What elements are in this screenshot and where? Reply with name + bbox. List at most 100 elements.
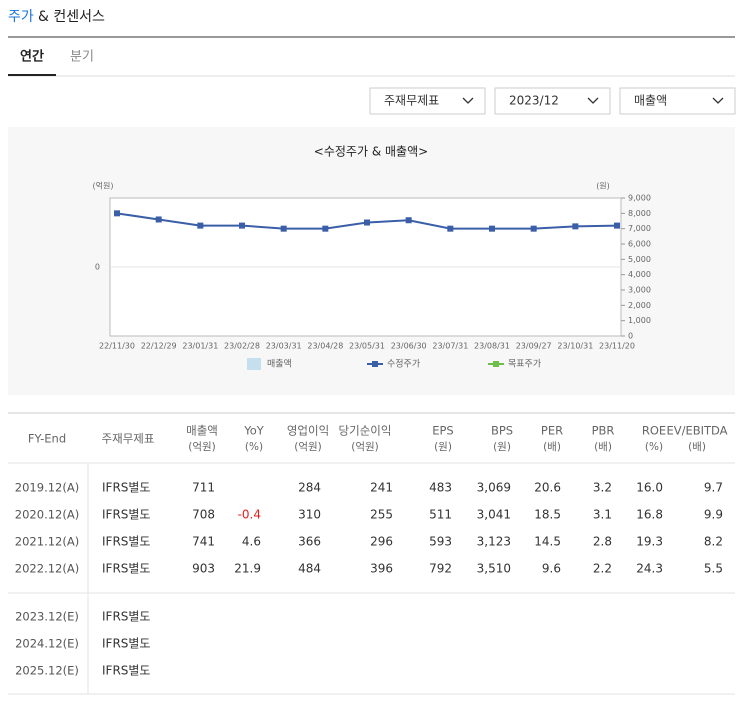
cell: 708: [192, 508, 215, 522]
cell: 19.3: [636, 535, 663, 549]
cell: 792: [429, 562, 452, 576]
cell: 16.0: [636, 481, 663, 495]
column-header: 주재무제표: [102, 432, 155, 446]
cell: 4.6: [242, 535, 261, 549]
tab[interactable]: 분기: [70, 50, 94, 65]
cell: 9.6: [542, 562, 561, 576]
cell: 18.5: [534, 508, 561, 522]
cell: 24.3: [636, 562, 663, 576]
tab[interactable]: 연간: [20, 49, 44, 65]
y2-tick-label: 6,000: [628, 240, 651, 249]
column-header: ROE: [642, 424, 666, 438]
legend-label: 수정주가: [387, 359, 420, 370]
dropdown-label: 매출액: [634, 94, 667, 108]
y-axis-label: (억원): [93, 181, 114, 191]
column-header: (원): [434, 441, 452, 453]
cell: 284: [298, 481, 321, 495]
dropdown-label: 2023/12: [509, 94, 559, 108]
row-label: 2024.12(E): [15, 637, 79, 651]
row-label: 2025.12(E): [15, 664, 79, 678]
dropdown-arrow: [587, 97, 599, 104]
cell: 9.7: [704, 481, 723, 495]
cell: 711: [192, 481, 215, 495]
header-accent: 주가: [8, 9, 34, 25]
cell: 396: [370, 562, 393, 576]
column-header: BPS: [491, 424, 513, 438]
point: [322, 225, 329, 232]
legend-swatch: [372, 361, 378, 367]
column-header: (배): [594, 441, 612, 453]
cell: 3.2: [593, 481, 612, 495]
row-label: IFRS별도: [102, 481, 150, 495]
row-label: IFRS별도: [102, 562, 150, 576]
y2-tick-label: 5,000: [628, 255, 651, 264]
legend-swatch: [247, 358, 261, 370]
x-tick-label: 23/10/31: [557, 342, 593, 351]
cell: 366: [298, 535, 321, 549]
x-tick-label: 23/05/31: [349, 342, 385, 351]
y2-tick-label: 7,000: [628, 224, 651, 233]
column-header: 매출액: [186, 424, 218, 438]
x-tick-label: 22/11/30: [99, 342, 135, 351]
cell: 21.9: [234, 562, 261, 576]
column-header: (배): [688, 441, 706, 453]
legend-label: 매출액: [267, 358, 292, 370]
cell: 484: [298, 562, 321, 576]
point: [239, 222, 245, 229]
point: [405, 217, 412, 224]
cell: 3,510: [477, 562, 511, 576]
cell: 296: [370, 535, 393, 549]
row-label: IFRS별도: [102, 637, 150, 651]
row-label: IFRS별도: [102, 664, 150, 678]
legend-label: 목표주가: [508, 359, 541, 370]
row-label: IFRS별도: [102, 508, 150, 522]
x-tick-label: 23/09/27: [516, 342, 552, 351]
row-label: 2022.12(A): [15, 562, 79, 576]
row-label: 2020.12(A): [15, 508, 79, 522]
point: [155, 216, 162, 223]
point: [489, 225, 495, 232]
row-label: 2023.12(E): [15, 610, 79, 624]
x-tick-label: 23/08/31: [474, 342, 510, 351]
cell: 511: [429, 508, 452, 522]
y2-tick-label: 3,000: [628, 286, 651, 295]
cell: 593: [429, 535, 452, 549]
column-header: (억원): [188, 441, 216, 453]
x-tick-label: 23/04/28: [307, 342, 343, 351]
row-label: 2019.12(A): [15, 481, 79, 495]
cell: 9.9: [704, 508, 723, 522]
cell: 5.5: [704, 562, 723, 576]
y2-tick-label: 0: [628, 332, 633, 341]
cell: 741: [192, 535, 215, 549]
x-tick-label: 23/07/31: [432, 342, 468, 351]
x-tick-label: 23/03/31: [266, 342, 302, 351]
row-label: 2021.12(A): [15, 535, 79, 549]
cell: 20.6: [534, 481, 561, 495]
point: [572, 223, 579, 230]
point: [447, 225, 454, 232]
dropdown-arrow: [462, 97, 474, 104]
cell: 903: [192, 562, 215, 576]
cell: 241: [370, 481, 393, 495]
dropdown-arrow: [712, 97, 724, 104]
column-header: (배): [543, 441, 561, 453]
dropdown-label: 주재무제표: [384, 94, 439, 108]
cell: 3,123: [477, 535, 511, 549]
cell: 2.8: [593, 535, 612, 549]
cell: 255: [370, 508, 393, 522]
cell: 310: [298, 508, 321, 522]
x-tick-label: 23/11/20: [599, 342, 635, 351]
column-header: EPS: [432, 424, 454, 438]
cell: 8.2: [704, 535, 723, 549]
row-label: IFRS별도: [102, 610, 150, 624]
point: [364, 219, 370, 226]
cell: -0.4: [238, 508, 261, 522]
column-header: FY-End: [28, 432, 66, 446]
point: [114, 210, 120, 217]
column-header: 당기순이익: [339, 424, 392, 438]
cell: 483: [429, 481, 452, 495]
column-header: EV/EBITDA: [666, 424, 727, 438]
header-title: & 컨센서스: [38, 9, 105, 25]
y2-tick-label: 2,000: [628, 301, 651, 310]
